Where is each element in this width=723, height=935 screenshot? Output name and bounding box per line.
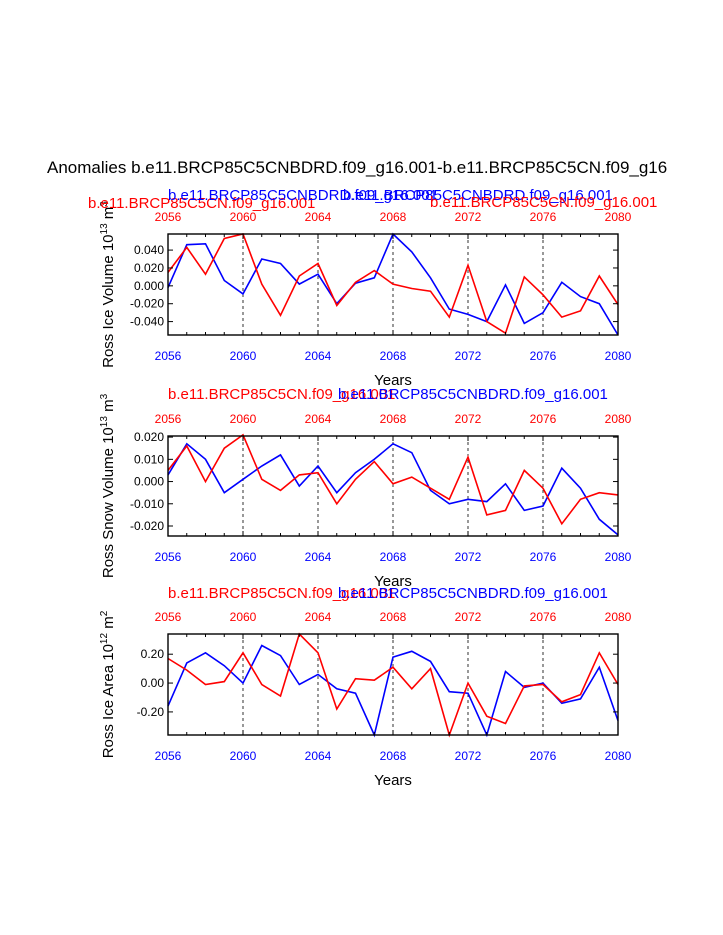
x-tick-label-bottom: 2080: [605, 349, 632, 363]
y-axis-label: Ross Ice Area 1012 m2: [99, 610, 117, 758]
x-tick-label-top: 2056: [155, 610, 182, 624]
y-axis-label: Ross Ice Volume 1013 m3: [99, 201, 117, 368]
x-tick-label-bottom: 2056: [155, 749, 182, 763]
y-tick-label: 0.00: [141, 676, 165, 690]
x-tick-label-top: 2076: [530, 610, 557, 624]
x-tick-label-top: 2068: [380, 610, 407, 624]
x-tick-label-bottom: 2064: [305, 550, 332, 564]
x-tick-label-bottom: 2072: [455, 550, 482, 564]
x-tick-label-top: 2080: [605, 412, 632, 426]
x-tick-label-bottom: 2072: [455, 349, 482, 363]
x-tick-label-bottom: 2056: [155, 550, 182, 564]
y-tick-label: -0.040: [130, 315, 164, 329]
x-tick-label-top: 2072: [455, 412, 482, 426]
x-tick-label-bottom: 2076: [530, 749, 557, 763]
x-tick-label-top: 2068: [380, 412, 407, 426]
x-tick-label-top: 2060: [230, 610, 257, 624]
x-tick-label-bottom: 2064: [305, 749, 332, 763]
x-tick-label-top: 2076: [530, 210, 557, 224]
run-title-blue: b.e11.BRCP85C5CNBDRD.f09_g16.001: [168, 187, 438, 204]
x-tick-label-top: 2060: [230, 412, 257, 426]
x-axis-label: Years: [374, 573, 412, 590]
run-title-red: b.e11.BRCP85C5CN.f09_g16.001: [430, 194, 657, 211]
x-tick-label-top: 2060: [230, 210, 257, 224]
x-tick-label-top: 2056: [155, 412, 182, 426]
x-tick-label-bottom: 2080: [605, 749, 632, 763]
series-line-red: [167, 433, 619, 526]
x-axis-label: Years: [374, 372, 412, 389]
x-axis-label: Years: [374, 772, 412, 789]
y-tick-label: 0.010: [134, 452, 164, 466]
y-tick-label: 0.000: [134, 475, 164, 489]
series-line-blue: [167, 644, 619, 738]
x-tick-label-top: 2064: [305, 210, 332, 224]
y-tick-label: 0.020: [134, 430, 164, 444]
run-title-blue: b.e11.BRCP85C5CNBDRD.f09_g16.001: [338, 386, 608, 403]
x-tick-label-top: 2072: [455, 610, 482, 624]
x-tick-label-bottom: 2068: [380, 749, 407, 763]
x-tick-label-top: 2080: [605, 210, 632, 224]
x-tick-label-bottom: 2060: [230, 550, 257, 564]
x-tick-label-top: 2068: [380, 210, 407, 224]
main-title: Anomalies b.e11.BRCP85C5CNBDRD.f09_g16.0…: [47, 158, 667, 177]
run-title-blue: b.e11.BRCP85C5CNBDRD.f09_g16.001: [338, 585, 608, 602]
x-tick-label-bottom: 2076: [530, 349, 557, 363]
x-tick-label-bottom: 2068: [380, 550, 407, 564]
y-tick-label: 0.040: [134, 243, 164, 257]
x-tick-label-bottom: 2080: [605, 550, 632, 564]
y-tick-label: -0.020: [130, 519, 164, 533]
x-tick-label-top: 2064: [305, 610, 332, 624]
y-tick-label: 0.20: [141, 647, 165, 661]
x-tick-label-bottom: 2056: [155, 349, 182, 363]
x-tick-label-bottom: 2072: [455, 749, 482, 763]
chart-panel-3: 2056 2056 2060 2060 2064 2064 2068 2068 2072 2072…: [99, 585, 632, 789]
chart-panel-2: 2056 2056 2060 2060 2064 2064 2068 2068 2072 2072…: [99, 386, 632, 590]
run-title-blue: b.e11.BRCP85C5CNBDRD.f09_g16.001: [343, 187, 613, 204]
x-tick-label-bottom: 2060: [230, 749, 257, 763]
x-tick-label-bottom: 2076: [530, 550, 557, 564]
x-tick-label-top: 2056: [155, 210, 182, 224]
y-tick-label: -0.020: [130, 297, 164, 311]
y-tick-label: 0.000: [134, 279, 164, 293]
x-tick-label-bottom: 2060: [230, 349, 257, 363]
x-tick-label-bottom: 2064: [305, 349, 332, 363]
y-tick-label: 0.020: [134, 261, 164, 275]
y-tick-label: -0.20: [137, 705, 165, 719]
x-tick-label-top: 2072: [455, 210, 482, 224]
y-axis-label: Ross Snow Volume 1013 m3: [99, 393, 117, 578]
run-title-red: b.e11.BRCP85C5CN.f09_g16.001: [88, 195, 315, 212]
y-tick-label: -0.010: [130, 497, 164, 511]
x-tick-label-top: 2080: [605, 610, 632, 624]
run-title-red: b.e11.BRCP85C5CN.f09_g16.001: [168, 386, 395, 403]
x-tick-label-bottom: 2068: [380, 349, 407, 363]
x-tick-label-top: 2064: [305, 412, 332, 426]
run-title-red: b.e11.BRCP85C5CN.f09_g16.001: [168, 585, 395, 602]
chart-panel-1: 2056 2056 2060 2060 2064 2064 2068 2068 2072 2072…: [88, 187, 657, 389]
x-tick-label-top: 2076: [530, 412, 557, 426]
